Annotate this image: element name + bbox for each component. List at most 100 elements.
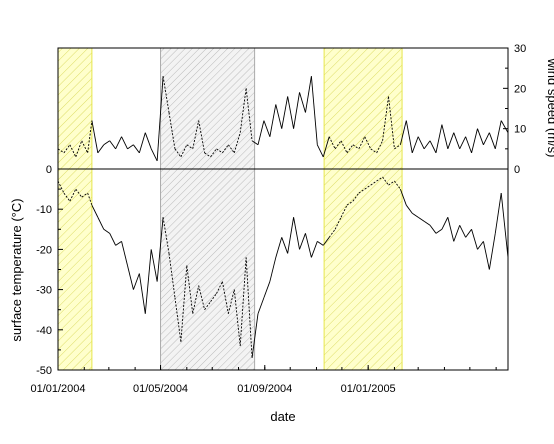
right-axis: 0 10 20 30 [503,43,526,176]
left-tick-label: 0 [46,164,52,176]
series-segment [310,241,318,258]
series-segment [346,200,354,206]
series-segment [453,132,461,149]
series-segment [305,233,312,258]
series-segment [382,96,389,141]
series-segment [91,204,99,218]
series-segment [87,120,93,153]
series-segment [144,132,152,149]
series-segment [115,136,122,150]
series-segment [186,265,194,314]
series-segment [394,144,401,150]
series-segment [465,229,472,238]
series-segment [322,237,330,246]
right-tick-label: 30 [514,43,526,55]
series-segment [482,241,490,270]
series-segment [180,265,188,342]
series-segment [269,104,277,137]
shaded-period-winter [160,47,256,371]
series-surface-temperature [58,176,508,358]
series-segment [376,140,383,154]
series-segment [358,136,366,150]
series-segment [399,188,407,206]
series-segment [257,297,265,314]
series-segment [103,140,110,146]
series-segment [441,124,449,149]
series-segment [269,257,277,282]
shaded-periods [57,47,403,371]
series-segment [192,120,200,149]
x-tick-label: 01/01/2004 [30,383,85,395]
right-tick-label: 10 [514,124,526,136]
right-tick-label: 20 [514,83,526,95]
series-segment [477,128,484,145]
series-segment [293,217,300,250]
series-segment [81,192,88,198]
series-segment [245,88,253,141]
series-segment [233,132,241,153]
series-segment [417,136,425,150]
series-segment [500,120,508,133]
series-segment [251,140,259,146]
series-segment [423,220,431,226]
series-segment [459,136,467,150]
series-segment [58,148,65,154]
x-tick-label: 01/01/2005 [341,383,396,395]
x-tick-label: 01/05/2004 [133,383,188,395]
series-segment [334,217,342,230]
x-axis: 01/01/2004 01/05/2004 01/09/2004 01/01/2005 [30,365,497,395]
series-segment [174,297,182,342]
series-segment [488,132,496,149]
series-segment [388,96,395,149]
series-segment [227,289,235,314]
series-segment [281,96,289,129]
series-segment [488,233,496,270]
series-segment [275,104,283,129]
series-segment [115,240,122,246]
series-segment [81,140,89,154]
x-tick-label: 01/09/2004 [237,383,292,395]
series-segment [75,188,83,198]
series-segment [328,136,336,150]
series-segment [494,193,502,234]
series-segment [180,144,188,158]
series-segment [465,136,472,154]
series-segment [471,128,478,153]
series-segment [441,217,449,230]
series-segment [144,249,152,314]
series-segment [204,152,211,158]
series-segment [447,217,455,242]
series-segment [133,273,140,290]
series-segment [429,140,437,154]
series-segment [239,88,247,133]
series-segment [281,237,289,254]
series-segment [150,148,158,162]
series-segment [411,136,419,154]
series-segment [204,301,211,310]
series-segment [459,225,467,238]
series-segment [382,176,389,186]
series-segment [97,217,105,230]
shaded-period-summer [323,47,403,371]
series-segment [168,253,176,298]
series-segment [346,144,354,154]
left-axis: 0 -10 -20 -30 -40 -50 [36,164,63,377]
series-segment [340,204,348,218]
series-segment [91,120,99,153]
series-segment [221,281,229,314]
series-segment [138,132,146,153]
left-tick-label: -10 [36,204,52,216]
left-axis-title: surface temperature (°C) [9,198,24,341]
series-segment [423,140,431,150]
series-segment [69,144,77,158]
series-segment [210,148,217,158]
series-segment [411,212,419,218]
series-segment [156,76,164,161]
series-segment [138,273,146,314]
series-segment [127,265,134,290]
series-segment [429,225,437,234]
series-segment [370,148,377,154]
series-segment [239,257,247,346]
series-segment [263,281,271,298]
